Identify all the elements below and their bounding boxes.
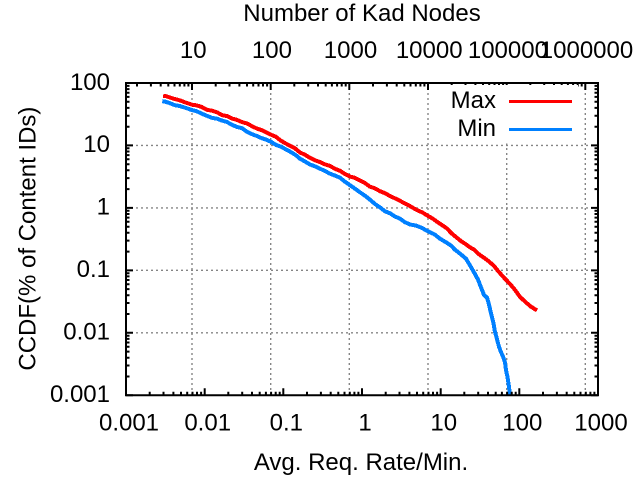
svg-text:Max: Max	[451, 87, 496, 114]
svg-text:1000: 1000	[574, 410, 627, 437]
svg-text:0.001: 0.001	[50, 381, 110, 408]
svg-text:Number of Kad Nodes: Number of Kad Nodes	[243, 0, 480, 27]
svg-text:10: 10	[430, 410, 457, 437]
svg-text:Avg. Req. Rate/Min.: Avg. Req. Rate/Min.	[254, 449, 468, 476]
svg-text:0.001: 0.001	[99, 410, 159, 437]
svg-text:1000: 1000	[324, 37, 377, 64]
svg-text:10: 10	[180, 37, 207, 64]
svg-text:1: 1	[97, 194, 110, 221]
svg-text:0.01: 0.01	[63, 319, 110, 346]
svg-text:1: 1	[358, 410, 371, 437]
svg-text:0.1: 0.1	[77, 256, 110, 283]
svg-text:10: 10	[83, 131, 110, 158]
svg-text:100: 100	[252, 37, 292, 64]
svg-text:10000: 10000	[396, 37, 463, 64]
svg-text:0.01: 0.01	[184, 410, 231, 437]
svg-text:CCDF(% of Content IDs): CCDF(% of Content IDs)	[14, 107, 41, 371]
svg-text:0.1: 0.1	[270, 410, 303, 437]
svg-text:100: 100	[502, 410, 542, 437]
svg-text:Min: Min	[457, 115, 496, 142]
svg-text:100: 100	[70, 69, 110, 96]
svg-text:1000000: 1000000	[540, 37, 633, 64]
svg-text:100000: 100000	[468, 37, 548, 64]
